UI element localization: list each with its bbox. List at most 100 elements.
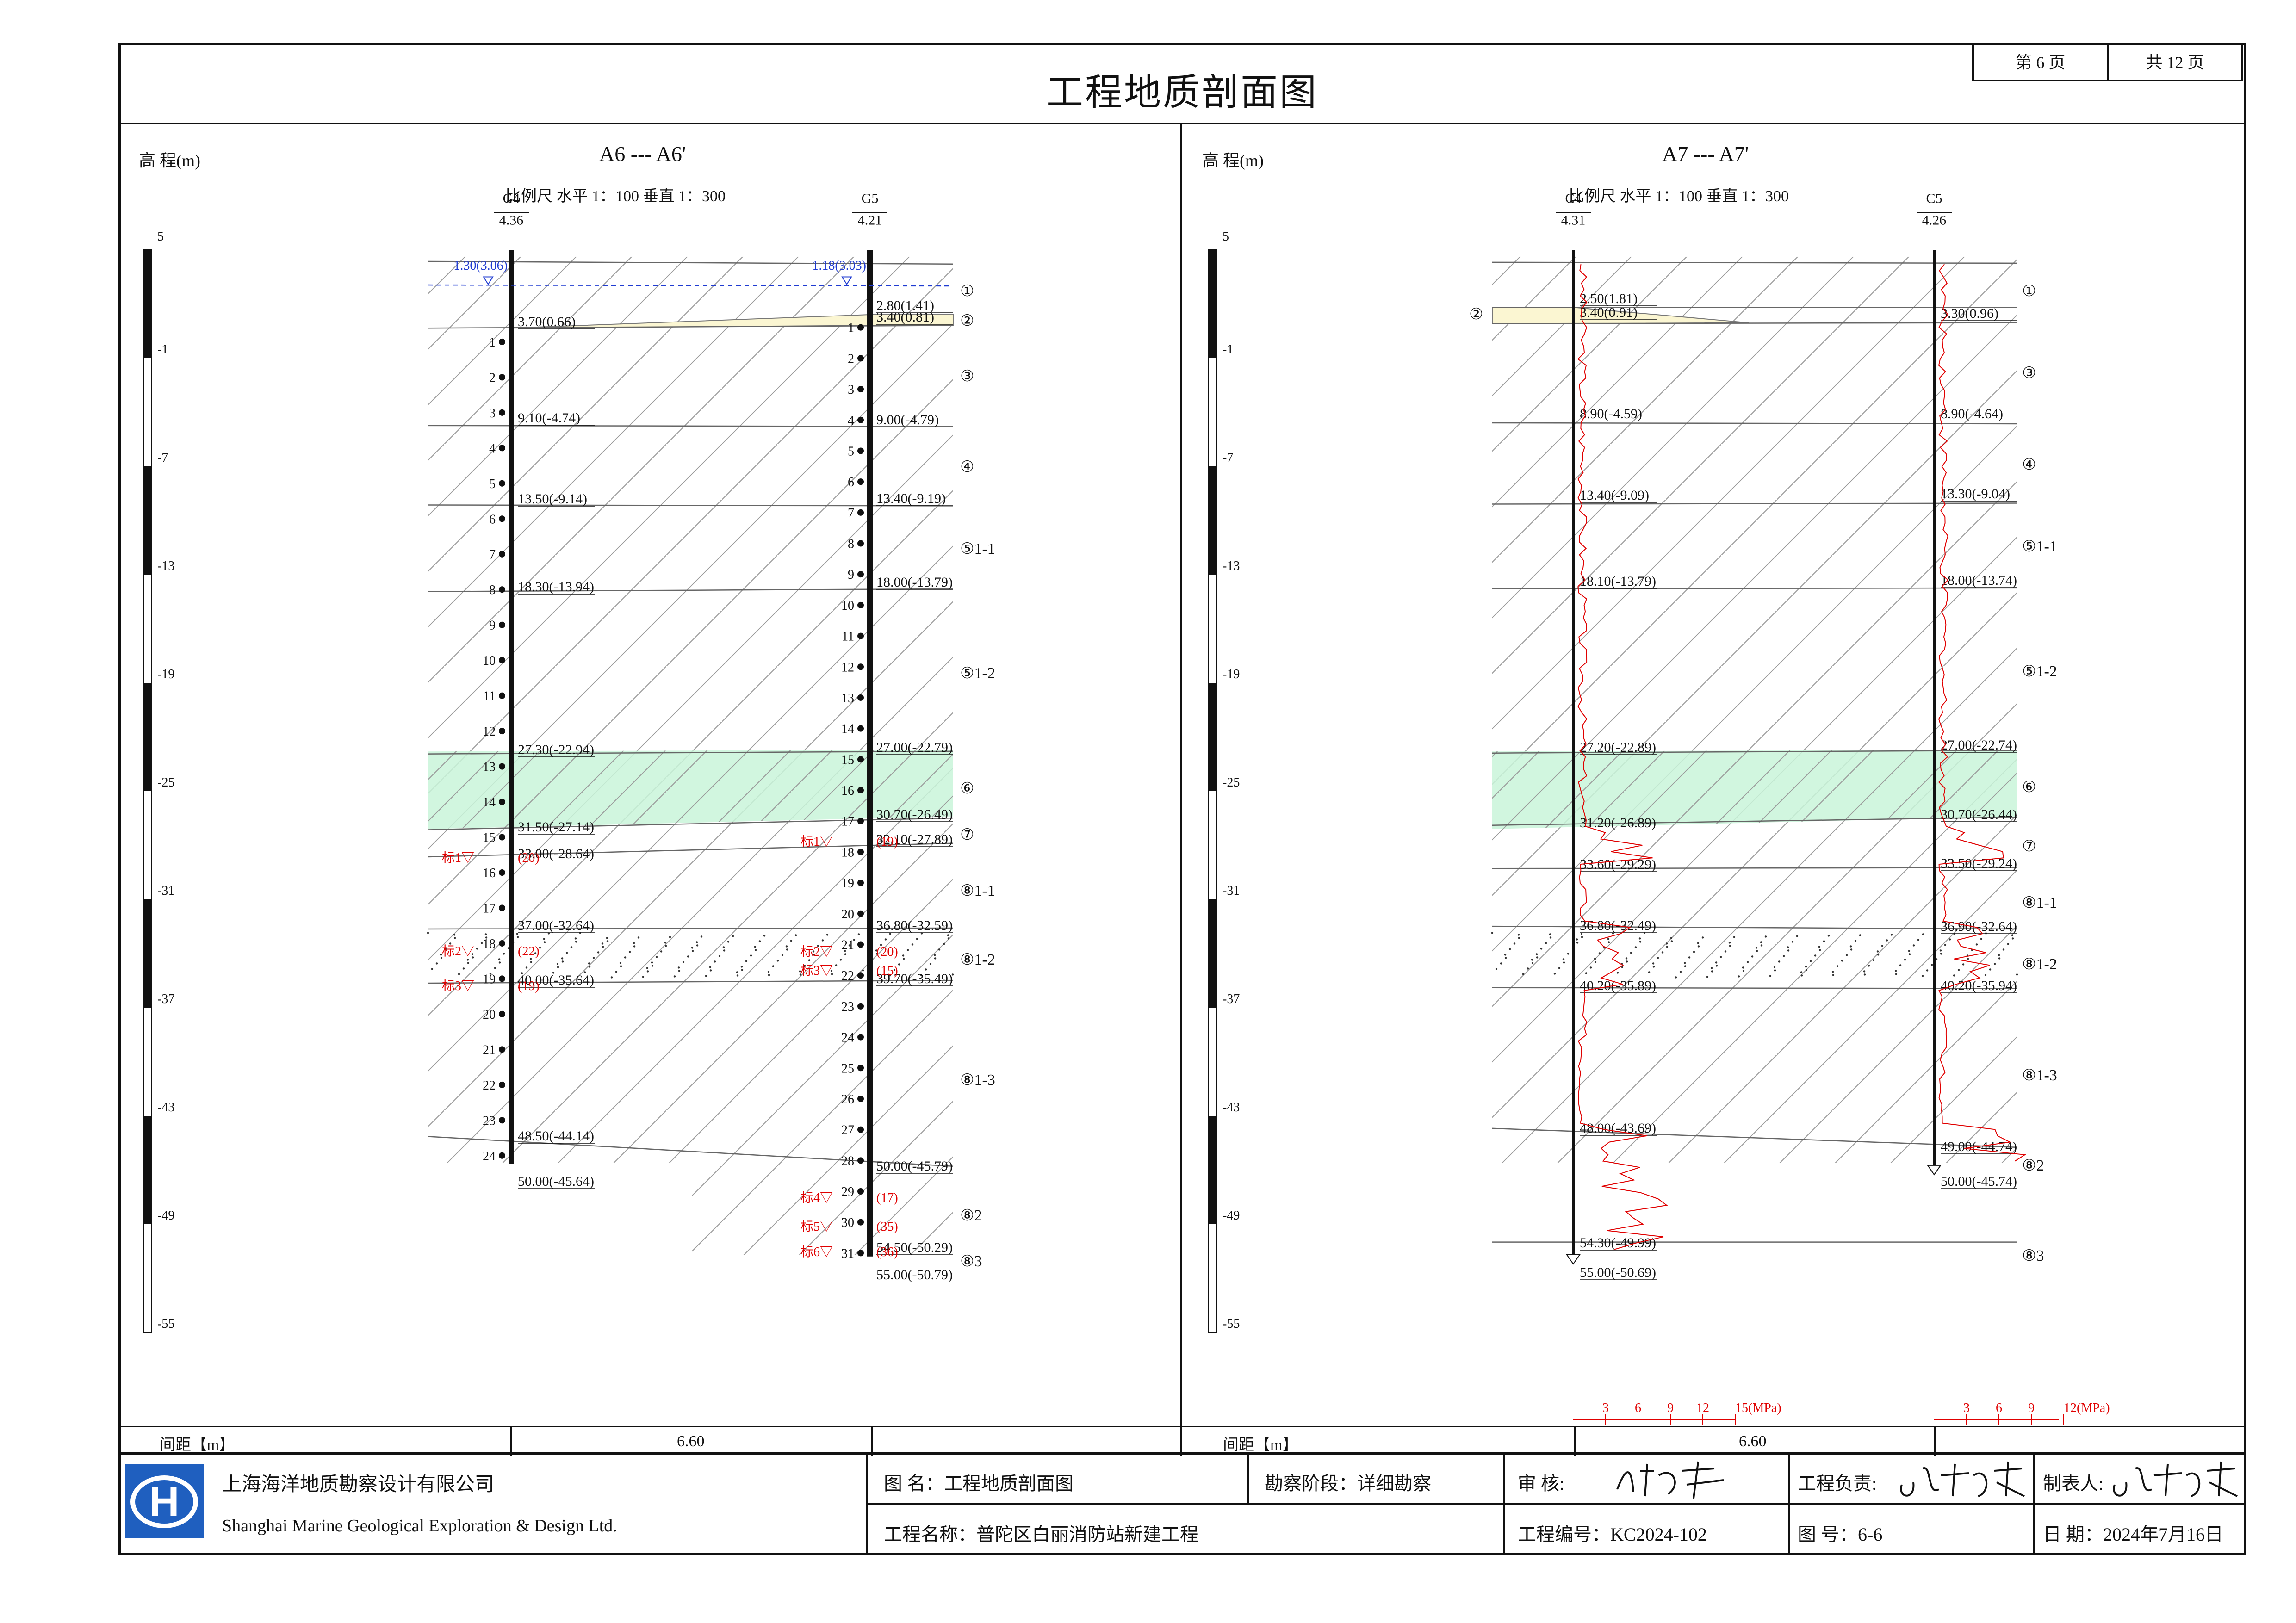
sand-dot [889, 933, 892, 935]
layer-boundary [1492, 867, 2018, 869]
ruler-segment [143, 899, 152, 1008]
spt-value: (15) [876, 964, 898, 978]
depth-label: 50.00(-45.79) [876, 1158, 953, 1174]
sand-dot [1576, 938, 1578, 941]
spt-value: (20) [518, 851, 540, 865]
sand-dot [1607, 938, 1610, 940]
layer-boundary [428, 425, 954, 427]
sand-dot [1886, 939, 1888, 942]
sample-point [499, 975, 505, 982]
sand-dot [1881, 945, 1884, 947]
sand-dot [691, 950, 694, 952]
sample-point [857, 632, 864, 639]
drawing-title: 工程地质剖面图 [1046, 73, 1318, 113]
ruler-tick-label: -25 [1222, 775, 1240, 790]
sand-dot [1638, 937, 1641, 940]
drawing-name: 图 名：工程地质剖面图 [884, 1473, 1074, 1494]
sand-dot [1818, 949, 1821, 951]
borehole-id: C5 [1926, 191, 1942, 206]
sand-dot [1508, 948, 1511, 950]
layer-boundary [1492, 750, 2018, 754]
sand-dot [695, 941, 698, 943]
sand-dot [449, 942, 452, 945]
layer-label: ⑦ [960, 826, 974, 843]
layer-boundary [428, 842, 954, 858]
ruler-tick-label: -1 [1222, 342, 1233, 357]
sand-dot [1746, 961, 1749, 963]
sand-dot [556, 963, 559, 965]
sample-point [857, 972, 864, 979]
layer-label: ① [2022, 283, 2036, 300]
sand-dot [781, 954, 784, 956]
sand-dot [799, 970, 801, 973]
reviewer-label: 审 核: [1518, 1473, 1565, 1494]
sand-dot [592, 957, 595, 959]
spt-value: (19) [518, 979, 540, 993]
reviewer-signature [1616, 1461, 1724, 1499]
sand-dot [642, 976, 645, 978]
sand-dot [1863, 973, 1866, 976]
sand-dot [1791, 941, 1794, 943]
sample-number: 13 [483, 760, 496, 774]
layer-label: ④ [2022, 456, 2036, 473]
sand-dot [875, 949, 878, 952]
sand-dot [1719, 956, 1722, 958]
soil-hatch [1492, 256, 2017, 1163]
sand-dot [1535, 953, 1538, 955]
layer-label: ① [960, 283, 974, 300]
sand-dot [1706, 976, 1709, 978]
sand-dot [1536, 956, 1539, 959]
pm-label: 工程负责: [1798, 1473, 1877, 1494]
layer-label: ⑧3 [960, 1253, 982, 1270]
sand-dot [494, 967, 496, 969]
spt-value: (19) [876, 835, 898, 849]
depth-label: 27.00(-22.79) [876, 740, 953, 755]
layer-label: ⑦ [2022, 838, 2036, 855]
sand-dot [619, 962, 622, 964]
sand-dot [2011, 937, 2014, 940]
ruler-tick-label: -31 [1222, 884, 1240, 898]
sand-dot [453, 937, 456, 939]
svg-text:H: H [149, 1479, 180, 1525]
ruler-segment [1209, 466, 1217, 575]
sample-point [499, 904, 505, 911]
company-logo: H [125, 1464, 204, 1538]
spt-marker: 标4▽ [800, 1190, 833, 1205]
sand-dot [1742, 966, 1744, 969]
sand-dot [1670, 937, 1673, 939]
layer-boundary [1492, 987, 2018, 989]
layer-boundary [428, 588, 954, 592]
soil-hatch [428, 256, 953, 1163]
sand-dot [1998, 954, 2000, 956]
depth-label: 2.50(1.81) [1580, 291, 1638, 306]
layer-6-hatch [1492, 750, 2017, 829]
sample-point [857, 478, 864, 485]
sample-point [857, 509, 864, 516]
ruler-tick-label: -49 [1222, 1208, 1240, 1223]
sample-number: 9 [489, 619, 496, 633]
sand-dot [2002, 948, 2005, 951]
sand-dot [830, 970, 833, 972]
sample-number: 27 [841, 1123, 854, 1138]
sample-number: 20 [483, 1008, 496, 1022]
sand-dot [902, 954, 905, 957]
sample-point [857, 849, 864, 855]
ruler-tick-label: -13 [157, 559, 174, 573]
sand-dot [1989, 968, 1992, 971]
sand-dot [588, 966, 591, 968]
ruler-tick-label: -43 [1222, 1100, 1240, 1115]
sample-point [857, 571, 864, 578]
sample-point [857, 1065, 864, 1072]
layer-label: ⑥ [2022, 779, 2036, 796]
page-current: 第 6 页 [2015, 53, 2066, 72]
sample-number: 1 [489, 335, 496, 350]
sample-number: 16 [483, 866, 496, 880]
layer-boundary [428, 979, 954, 984]
ruler-segment [143, 1116, 152, 1224]
sand-dot [929, 963, 932, 965]
sand-dot [938, 948, 941, 951]
depth-label: 27.00(-22.74) [1941, 737, 2017, 753]
sand-dot [664, 942, 667, 944]
spt-marker: 标3▽ [800, 963, 833, 978]
ruler-segment [1209, 1116, 1217, 1224]
